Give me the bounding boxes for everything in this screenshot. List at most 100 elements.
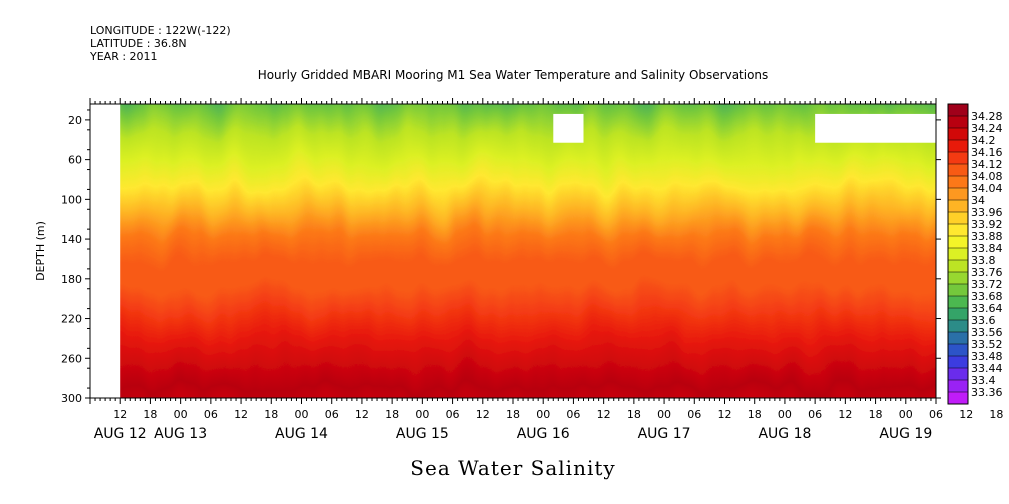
colorbar-label: 34.24 bbox=[971, 122, 1003, 135]
colorbar-swatch bbox=[948, 152, 968, 165]
y-tick-label: 140 bbox=[61, 233, 82, 246]
colorbar-swatch bbox=[948, 332, 968, 345]
x-hour-label: 18 bbox=[627, 408, 641, 421]
colorbar-swatch bbox=[948, 380, 968, 393]
colorbar-swatch bbox=[948, 272, 968, 285]
x-hour-label: 12 bbox=[838, 408, 852, 421]
x-day-label: AUG 12 bbox=[94, 426, 147, 442]
colorbar-swatch bbox=[948, 224, 968, 237]
x-day-label: AUG 18 bbox=[758, 426, 811, 442]
x-day-label: AUG 17 bbox=[638, 426, 691, 442]
colorbar: 34.2834.2434.234.1634.1234.0834.043433.9… bbox=[947, 103, 1003, 405]
year-label: YEAR : 2011 bbox=[90, 50, 158, 63]
colorbar-swatch bbox=[948, 296, 968, 309]
colorbar-label: 33.36 bbox=[971, 386, 1003, 399]
x-day-label: AUG 19 bbox=[879, 426, 932, 442]
y-tick-label: 260 bbox=[61, 352, 82, 365]
x-hour-label: 00 bbox=[899, 408, 913, 421]
y-tick-label: 100 bbox=[61, 193, 82, 206]
colorbar-swatch bbox=[948, 236, 968, 249]
x-hour-label: 18 bbox=[506, 408, 520, 421]
x-hour-label: 12 bbox=[597, 408, 611, 421]
salinity-contour-fill bbox=[90, 104, 936, 398]
x-hour-label: 00 bbox=[657, 408, 671, 421]
colorbar-swatch bbox=[948, 308, 968, 321]
x-day-label: AUG 13 bbox=[154, 426, 207, 442]
colorbar-swatch bbox=[948, 104, 968, 117]
x-hour-label: 00 bbox=[536, 408, 550, 421]
colorbar-label: 33.64 bbox=[971, 302, 1003, 315]
colorbar-label: 33.48 bbox=[971, 350, 1003, 363]
x-hour-label: 18 bbox=[989, 408, 1003, 421]
x-hour-label: 18 bbox=[264, 408, 278, 421]
x-day-label: AUG 16 bbox=[517, 426, 570, 442]
x-hour-label: 12 bbox=[718, 408, 732, 421]
x-hour-label: 06 bbox=[446, 408, 460, 421]
colorbar-label: 33.44 bbox=[971, 362, 1003, 375]
y-tick-label: 300 bbox=[61, 392, 82, 405]
x-hour-label: 12 bbox=[959, 408, 973, 421]
colorbar-swatch bbox=[948, 176, 968, 189]
colorbar-swatch bbox=[948, 356, 968, 369]
colorbar-label: 33.52 bbox=[971, 338, 1003, 351]
colorbar-label: 33.68 bbox=[971, 290, 1003, 303]
colorbar-swatch bbox=[948, 284, 968, 297]
x-hour-label: 12 bbox=[234, 408, 248, 421]
colorbar-swatch bbox=[948, 128, 968, 141]
colorbar-swatch bbox=[948, 320, 968, 333]
x-hour-label: 06 bbox=[325, 408, 339, 421]
y-tick-label: 20 bbox=[68, 114, 82, 127]
colorbar-swatch bbox=[948, 140, 968, 153]
x-axis: 12 18 00 06 12 18 00 06 12 18 00 06 12 18 00 06 12 18 00 06… bbox=[89, 98, 1003, 442]
colorbar-swatch bbox=[948, 212, 968, 225]
x-hour-label: 18 bbox=[385, 408, 399, 421]
colorbar-label: 33.88 bbox=[971, 230, 1003, 243]
colorbar-swatch bbox=[948, 116, 968, 129]
x-hour-label: 12 bbox=[476, 408, 490, 421]
y-axis: 20 60 100 140 180 220 260 300 bbox=[61, 109, 941, 405]
y-tick-label: 60 bbox=[68, 154, 82, 167]
colorbar-label: 34.16 bbox=[971, 146, 1003, 159]
missing-data-block bbox=[90, 104, 121, 398]
x-hour-label: 18 bbox=[748, 408, 762, 421]
latitude-label: LATITUDE : 36.8N bbox=[90, 37, 187, 50]
colorbar-swatch bbox=[948, 392, 968, 405]
x-hour-label: 06 bbox=[929, 408, 943, 421]
y-tick-label: 220 bbox=[61, 313, 82, 326]
colorbar-label: 33.8 bbox=[971, 254, 996, 267]
colorbar-swatch bbox=[948, 260, 968, 273]
x-hour-label: 06 bbox=[808, 408, 822, 421]
x-hour-label: 12 bbox=[113, 408, 127, 421]
colorbar-frame bbox=[947, 103, 969, 405]
x-day-label: AUG 14 bbox=[275, 426, 328, 442]
colorbar-swatch bbox=[948, 368, 968, 381]
x-day-label: AUG 15 bbox=[396, 426, 449, 442]
colorbar-label: 34.04 bbox=[971, 182, 1003, 195]
colorbar-label: 34.28 bbox=[971, 110, 1003, 123]
missing-data-block bbox=[553, 113, 584, 143]
colorbar-label: 34.12 bbox=[971, 158, 1003, 171]
chart-title: Hourly Gridded MBARI Mooring M1 Sea Wate… bbox=[257, 68, 769, 82]
x-hour-label: 18 bbox=[869, 408, 883, 421]
colorbar-label: 34.2 bbox=[971, 134, 996, 147]
x-hour-label: 06 bbox=[687, 408, 701, 421]
x-hour-label: 06 bbox=[566, 408, 580, 421]
missing-data-layer bbox=[90, 104, 936, 398]
salinity-field bbox=[90, 104, 936, 398]
x-hour-label: 06 bbox=[204, 408, 218, 421]
longitude-label: LONGITUDE : 122W(-122) bbox=[90, 24, 231, 37]
y-axis-label: DEPTH (m) bbox=[34, 221, 47, 281]
x-hour-label: 00 bbox=[415, 408, 429, 421]
y-tick-label: 180 bbox=[61, 273, 82, 286]
x-hour-label: 12 bbox=[355, 408, 369, 421]
colorbar-label: 33.6 bbox=[971, 314, 996, 327]
colorbar-label: 33.92 bbox=[971, 218, 1003, 231]
colorbar-swatch bbox=[948, 164, 968, 177]
x-axis-label: Sea Water Salinity bbox=[410, 456, 616, 480]
colorbar-label: 33.96 bbox=[971, 206, 1003, 219]
x-hour-label: 18 bbox=[143, 408, 157, 421]
colorbar-swatch bbox=[948, 188, 968, 201]
colorbar-label: 33.84 bbox=[971, 242, 1003, 255]
colorbar-swatch bbox=[948, 200, 968, 213]
x-hour-label: 00 bbox=[174, 408, 188, 421]
